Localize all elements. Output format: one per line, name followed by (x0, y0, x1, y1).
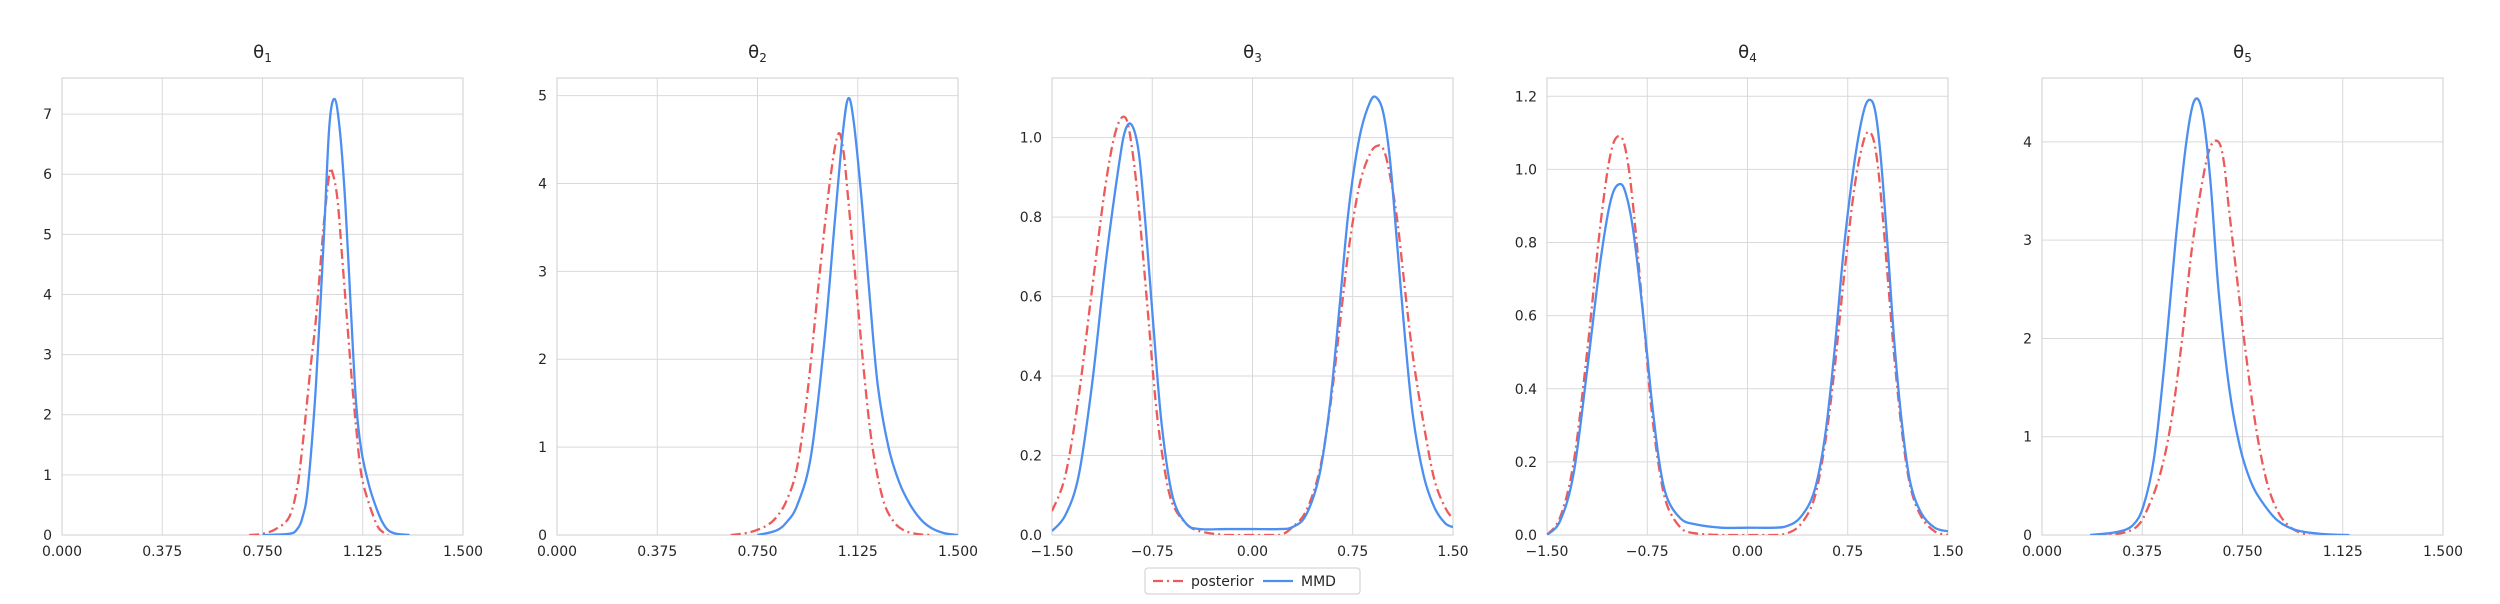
legend-label-mmd: MMD (1301, 574, 1336, 590)
series-line-posterior (2095, 139, 2310, 535)
y-tick-label: 3 (2023, 233, 2032, 249)
x-tick-label: 0.00 (1732, 544, 1763, 560)
x-tick-label: −0.75 (1626, 544, 1669, 560)
legend: posterior MMD (1144, 567, 1361, 595)
plot-frame (2041, 77, 2444, 536)
y-tick-label: 6 (43, 167, 52, 183)
panel-title: θ1 (253, 42, 272, 65)
series-line-mmd (757, 96, 958, 535)
y-tick-label: 0 (43, 528, 52, 544)
y-tick-label: 0.4 (1515, 382, 1537, 398)
y-tick-label: 5 (538, 89, 547, 105)
x-tick-label: −0.75 (1131, 544, 1174, 560)
y-tick-label: 2 (538, 352, 547, 368)
y-tick-label: 7 (43, 107, 52, 123)
y-tick-label: 1.0 (1515, 162, 1537, 178)
series-line-mmd (1547, 98, 1948, 535)
panel-theta-3: −1.50 −0.75 0.00 0.75 1.50 0.0 0.2 0.4 0.6 0.8 1.0… (1020, 42, 1469, 560)
series-line-posterior (730, 132, 932, 535)
x-tick-label: 0.375 (2122, 544, 2162, 560)
panel-title: θ5 (2233, 42, 2252, 65)
x-tick-label: 0.75 (1832, 544, 1863, 560)
x-tick-label: 0.000 (42, 544, 82, 560)
y-tick-label: 0.8 (1020, 210, 1042, 226)
x-tick-label: 0.000 (2022, 544, 2062, 560)
series-line-posterior (1547, 130, 1948, 535)
y-tick-label: 0.6 (1515, 309, 1537, 325)
y-tick-label: 3 (43, 348, 52, 364)
x-tick-label: 1.50 (1437, 544, 1468, 560)
y-tick-label: 2 (2023, 331, 2032, 347)
panel-theta-5: 0.000 0.375 0.750 1.125 1.500 0 1 2 3 4 θ5 (2022, 42, 2463, 560)
y-tick-label: 0.8 (1515, 236, 1537, 252)
x-tick-label: −1.50 (1526, 544, 1569, 560)
y-tick-label: 0 (538, 528, 547, 544)
x-tick-label: 0.375 (142, 544, 182, 560)
x-tick-label: 0.000 (537, 544, 577, 560)
panel-title: θ2 (748, 42, 767, 65)
y-tick-label: 5 (43, 227, 52, 243)
x-tick-label: 1.125 (2323, 544, 2363, 560)
series-line-mmd (262, 97, 410, 535)
panel-title: θ3 (1243, 42, 1262, 65)
x-tick-label: 1.125 (838, 544, 878, 560)
y-tick-label: 1.2 (1515, 89, 1537, 105)
y-tick-label: 1 (538, 440, 547, 456)
plot-frame (1546, 77, 1949, 536)
x-tick-label: 1.125 (343, 544, 383, 560)
y-tick-label: 0.0 (1515, 528, 1537, 544)
panel-title: θ4 (1738, 42, 1757, 65)
x-tick-label: 1.50 (1932, 544, 1963, 560)
legend-box (1144, 567, 1361, 595)
series-line-posterior (1052, 115, 1453, 535)
x-tick-label: 1.500 (938, 544, 978, 560)
x-tick-label: 0.750 (737, 544, 777, 560)
y-tick-label: 0.2 (1020, 449, 1042, 465)
x-tick-label: 0.750 (242, 544, 282, 560)
x-tick-label: 0.75 (1337, 544, 1368, 560)
y-tick-label: 0.2 (1515, 455, 1537, 471)
y-tick-label: 2 (43, 408, 52, 424)
y-tick-label: 4 (2023, 135, 2032, 151)
y-tick-label: 1 (2023, 430, 2032, 446)
x-tick-label: 1.500 (2423, 544, 2463, 560)
x-tick-label: 0.375 (637, 544, 677, 560)
y-tick-label: 1 (43, 468, 52, 484)
y-tick-label: 3 (538, 264, 547, 280)
x-tick-label: 1.500 (443, 544, 483, 560)
x-tick-label: 0.750 (2222, 544, 2262, 560)
x-tick-label: 0.00 (1237, 544, 1268, 560)
y-tick-label: 0 (2023, 528, 2032, 544)
y-tick-label: 4 (538, 176, 547, 192)
series-line-mmd (1052, 95, 1453, 532)
y-tick-label: 1.0 (1020, 131, 1042, 147)
y-tick-label: 4 (43, 287, 52, 303)
x-tick-label: −1.50 (1031, 544, 1074, 560)
panel-theta-2: 0.000 0.375 0.750 1.125 1.500 0 1 2 3 4 5 θ2 (537, 42, 978, 560)
y-tick-label: 0.0 (1020, 528, 1042, 544)
y-tick-label: 0.4 (1020, 369, 1042, 385)
legend-label-posterior: posterior (1191, 574, 1254, 590)
panel-theta-4: −1.50 −0.75 0.00 0.75 1.50 0.0 0.2 0.4 0.6 0.8 1.0… (1515, 42, 1964, 560)
series-line-mmd (2089, 97, 2350, 535)
y-tick-label: 0.6 (1020, 290, 1042, 306)
panel-theta-1: 0.000 0.375 0.750 1.125 1.500 0 1 2 3 4 5 6 7 θ1 (42, 42, 483, 560)
